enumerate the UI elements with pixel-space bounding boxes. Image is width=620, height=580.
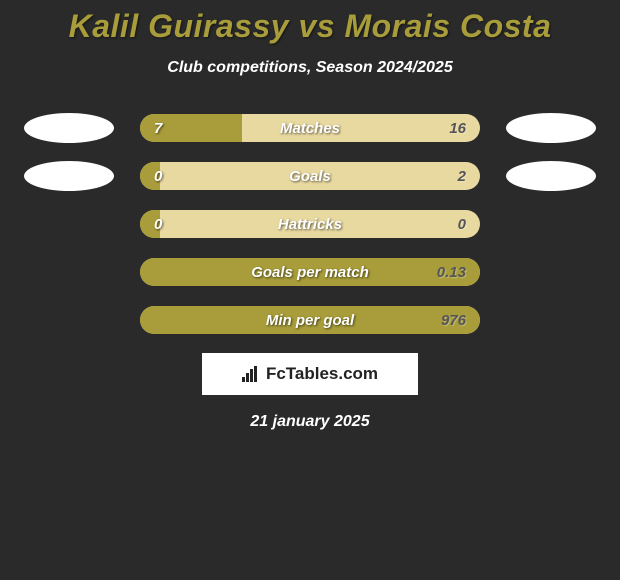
- player-right-avatar: [506, 113, 596, 143]
- stat-right-value: 976: [441, 312, 466, 329]
- snapshot-date: 21 january 2025: [0, 413, 620, 431]
- stat-label: Goals: [140, 168, 480, 185]
- avatar-placeholder: [506, 257, 596, 287]
- stat-label: Goals per match: [140, 264, 480, 281]
- stat-label: Matches: [140, 120, 480, 137]
- avatar-placeholder: [24, 257, 114, 287]
- stat-row: 0Hattricks0: [0, 209, 620, 239]
- stat-label: Min per goal: [140, 312, 480, 329]
- stat-bar: 0Goals2: [140, 162, 480, 190]
- player-right-avatar: [506, 161, 596, 191]
- avatar-placeholder: [24, 209, 114, 239]
- stat-bar: Goals per match0.13: [140, 258, 480, 286]
- player-left-avatar: [24, 161, 114, 191]
- stat-bar: 0Hattricks0: [140, 210, 480, 238]
- comparison-infographic: Kalil Guirassy vs Morais Costa Club comp…: [0, 0, 620, 431]
- stat-right-value: 0.13: [437, 264, 466, 281]
- stat-right-value: 2: [458, 168, 466, 185]
- stat-right-value: 0: [458, 216, 466, 233]
- bars-icon: [242, 366, 262, 382]
- page-title: Kalil Guirassy vs Morais Costa: [0, 8, 620, 45]
- subtitle: Club competitions, Season 2024/2025: [0, 59, 620, 77]
- avatar-placeholder: [24, 305, 114, 335]
- stat-row: Min per goal976: [0, 305, 620, 335]
- player-left-avatar: [24, 113, 114, 143]
- logo-text: FcTables.com: [266, 364, 378, 384]
- avatar-placeholder: [506, 305, 596, 335]
- avatar-placeholder: [506, 209, 596, 239]
- stat-right-value: 16: [449, 120, 466, 137]
- stat-label: Hattricks: [140, 216, 480, 233]
- stat-row: 0Goals2: [0, 161, 620, 191]
- stat-row: 7Matches16: [0, 113, 620, 143]
- stat-row: Goals per match0.13: [0, 257, 620, 287]
- stat-bar: Min per goal976: [140, 306, 480, 334]
- source-logo: FcTables.com: [202, 353, 418, 395]
- stats-rows: 7Matches160Goals20Hattricks0Goals per ma…: [0, 113, 620, 335]
- stat-bar: 7Matches16: [140, 114, 480, 142]
